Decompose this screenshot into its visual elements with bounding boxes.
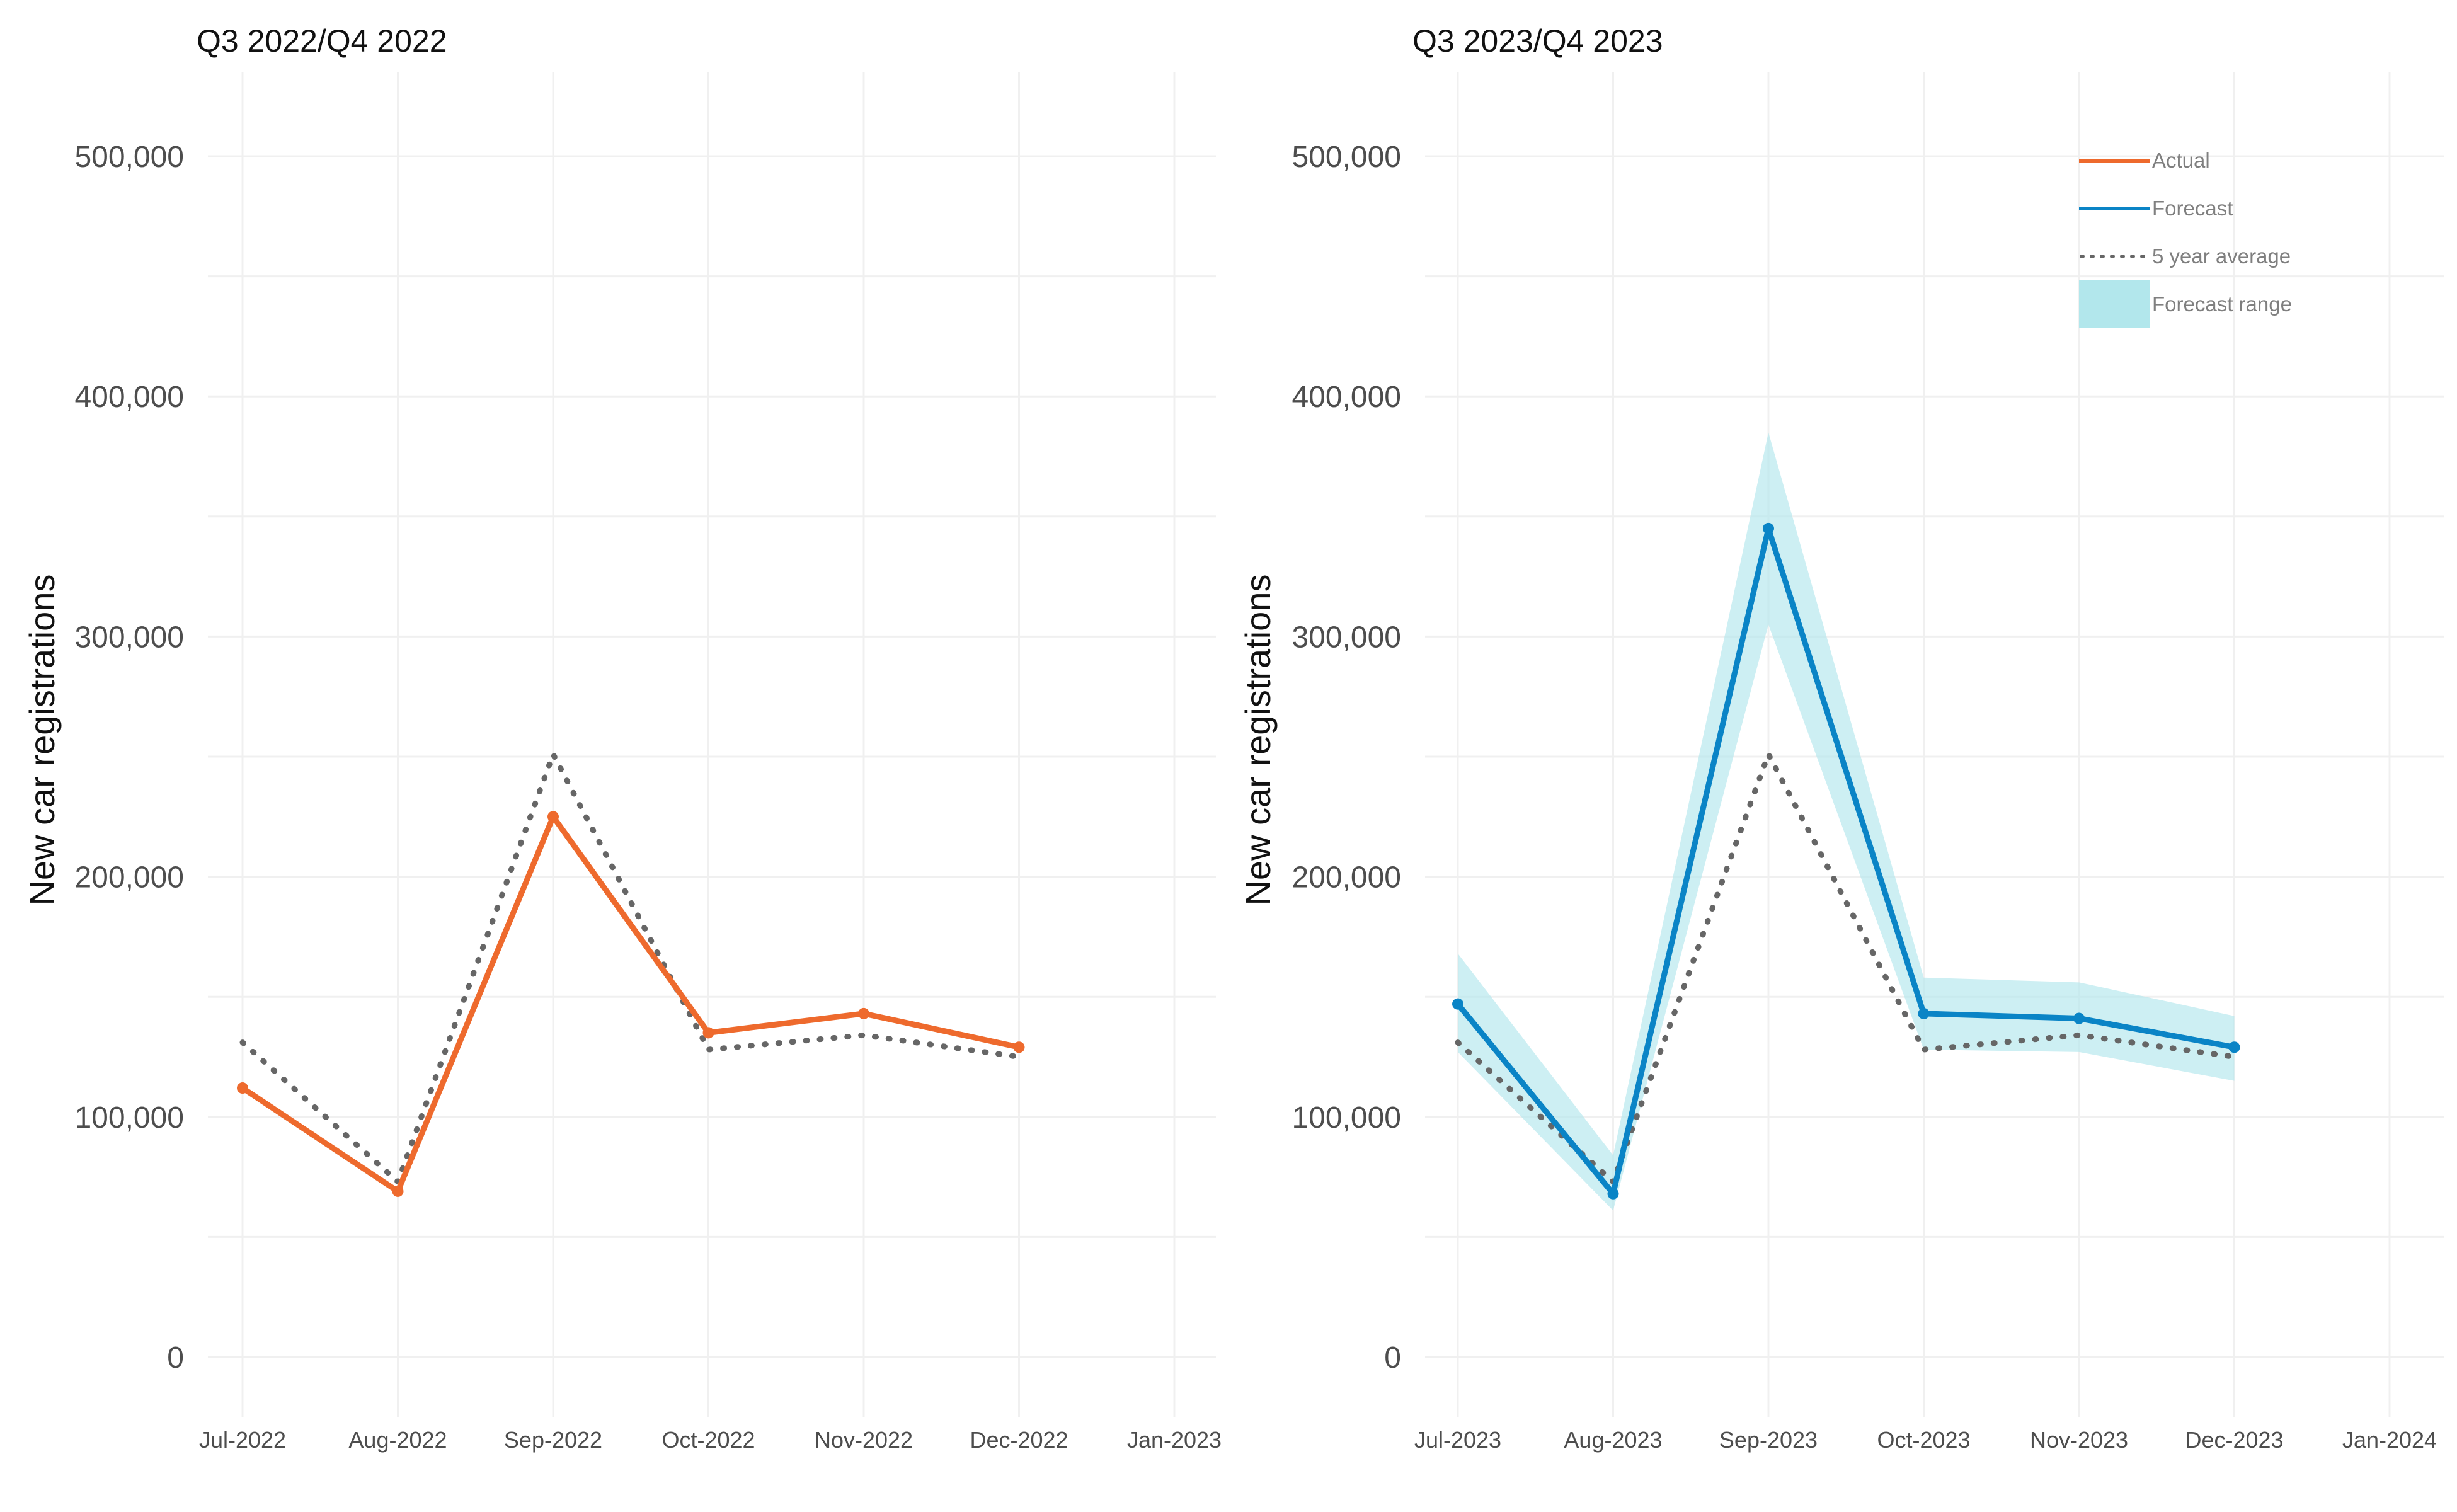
data-point (1918, 1007, 1930, 1019)
series-5-year-average (1455, 751, 2237, 1185)
y-tick-label: 0 (1384, 1341, 1401, 1375)
legend-label-5-year-average: 5 year average (2152, 244, 2291, 268)
x-tick-label: Sep-2022 (504, 1427, 602, 1453)
x-tick-label: Jul-2023 (1414, 1427, 1501, 1453)
legend-label-forecast: Forecast (2152, 197, 2233, 220)
data-point (392, 1185, 404, 1197)
series-forecast (1452, 522, 2240, 1200)
y-axis-label: New car registrations (22, 575, 62, 906)
x-tick-label: Oct-2023 (1877, 1427, 1970, 1453)
y-tick-label: 500,000 (74, 140, 184, 174)
gridlines (208, 72, 1216, 1418)
x-tick-label: Dec-2022 (970, 1427, 1068, 1453)
data-point (1607, 1188, 1619, 1200)
data-point (1013, 1041, 1025, 1053)
y-tick-label: 0 (167, 1341, 184, 1375)
forecast-range-band (1458, 432, 2235, 1211)
legend-label-forecast-range: Forecast range (2152, 292, 2292, 316)
data-point (1763, 522, 1774, 534)
panel-q3-q4-2022: Q3 2022/Q4 2022 New car registrations 0 100… (22, 23, 1222, 1453)
y-tick-label: 100,000 (1292, 1101, 1401, 1135)
x-tick-label: Aug-2022 (348, 1427, 447, 1453)
y-tick-label: 300,000 (1292, 621, 1401, 654)
x-tick-label: Jan-2024 (2342, 1427, 2437, 1453)
series-line-5-year-average (239, 751, 1022, 1185)
series-line-forecast (1455, 525, 2237, 1197)
panel-title: Q3 2023/Q4 2023 (1412, 23, 1663, 59)
y-tick-label: 400,000 (1292, 381, 1401, 414)
legend-label-actual: Actual (2152, 149, 2210, 172)
panel-q3-q4-2023: Q3 2023/Q4 2023 New car registrations 0 100… (1238, 23, 2444, 1453)
x-tick-label: Nov-2022 (815, 1427, 913, 1453)
data-point (1452, 998, 1463, 1010)
y-axis-label: New car registrations (1238, 575, 1278, 906)
data-point (237, 1082, 248, 1094)
series-5-year-average (239, 751, 1022, 1185)
x-tick-label: Jan-2023 (1127, 1427, 1222, 1453)
data-point (2073, 1012, 2085, 1024)
x-tick-label: Sep-2023 (1719, 1427, 1818, 1453)
series-line-5-year-average (1455, 751, 2237, 1185)
y-tick-label: 400,000 (74, 381, 184, 414)
y-tick-label: 100,000 (74, 1101, 184, 1135)
data-point (702, 1027, 714, 1039)
data-point (858, 1007, 869, 1019)
panel-title: Q3 2022/Q4 2022 (197, 23, 447, 59)
series-actual (237, 811, 1025, 1197)
data-point (547, 811, 559, 823)
data-point (2228, 1041, 2240, 1053)
x-tick-label: Dec-2023 (2185, 1427, 2283, 1453)
y-tick-label: 200,000 (1292, 861, 1401, 895)
x-tick-label: Jul-2022 (199, 1427, 286, 1453)
series-line-actual (239, 813, 1022, 1194)
legend: Actual Forecast 5 year average Forecast ran… (2079, 149, 2292, 328)
y-tick-label: 300,000 (74, 621, 184, 654)
gridlines (1425, 72, 2444, 1418)
x-tick-label: Nov-2023 (2030, 1427, 2128, 1453)
x-tick-label: Aug-2023 (1564, 1427, 1662, 1453)
y-tick-label: 200,000 (74, 861, 184, 895)
y-tick-label: 500,000 (1292, 140, 1401, 174)
legend-key-forecast-range (2079, 280, 2150, 328)
x-tick-label: Oct-2022 (662, 1427, 755, 1453)
